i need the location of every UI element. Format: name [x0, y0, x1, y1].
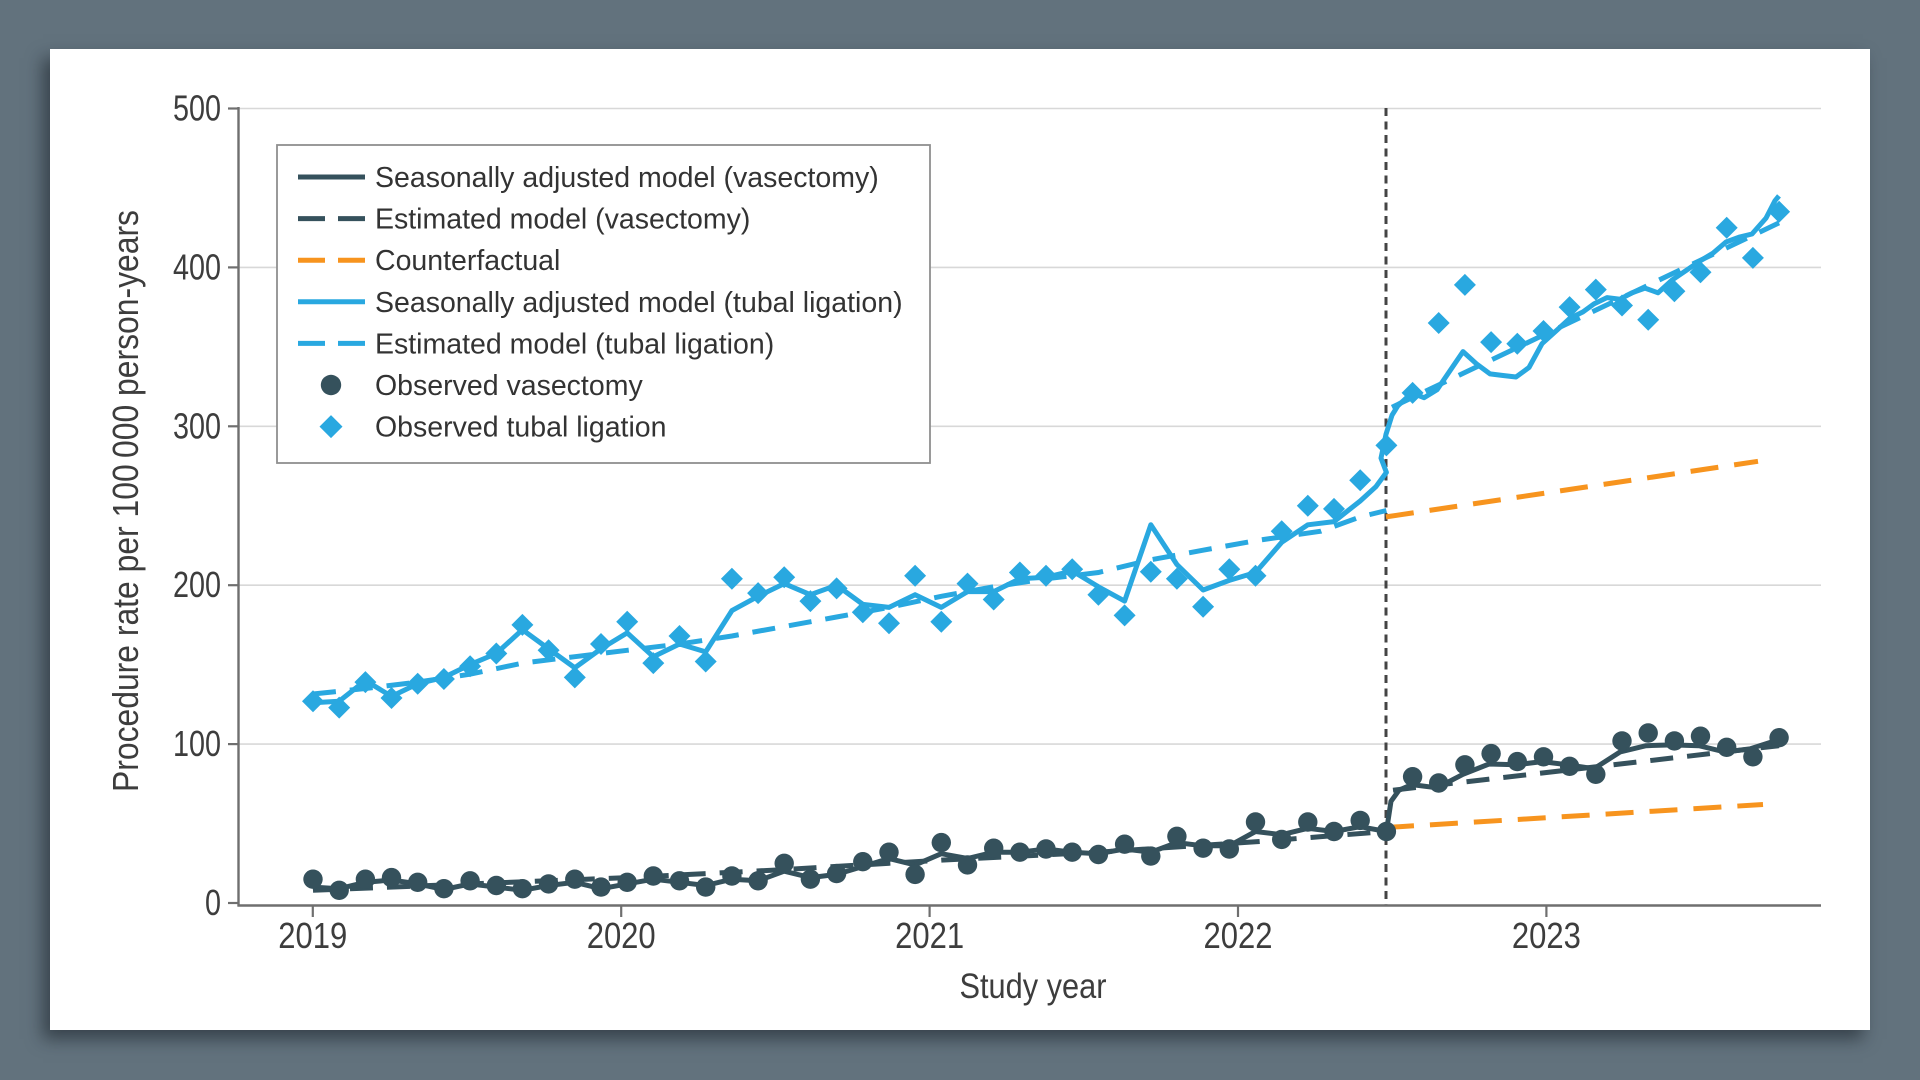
svg-text:0: 0 — [205, 882, 221, 923]
svg-text:Observed tubal ligation: Observed tubal ligation — [375, 412, 667, 444]
svg-text:300: 300 — [173, 405, 221, 446]
svg-text:2021: 2021 — [895, 915, 964, 956]
svg-text:Estimated model (vasectomy): Estimated model (vasectomy) — [375, 204, 750, 236]
svg-text:Seasonally adjusted model (tub: Seasonally adjusted model (tubal ligatio… — [375, 287, 903, 319]
svg-text:Procedure rate per 100 000 per: Procedure rate per 100 000 person-years — [105, 210, 146, 792]
svg-text:2019: 2019 — [278, 915, 347, 956]
svg-text:500: 500 — [173, 88, 221, 129]
svg-text:Study year: Study year — [960, 967, 1107, 1006]
svg-text:Observed vasectomy: Observed vasectomy — [375, 370, 643, 402]
svg-text:200: 200 — [173, 564, 221, 605]
svg-text:2020: 2020 — [587, 915, 656, 956]
svg-text:Counterfactual: Counterfactual — [375, 245, 560, 277]
svg-text:2023: 2023 — [1512, 915, 1581, 956]
svg-text:400: 400 — [173, 246, 221, 287]
svg-text:Estimated model (tubal ligatio: Estimated model (tubal ligation) — [375, 328, 774, 360]
svg-text:2022: 2022 — [1204, 915, 1273, 956]
svg-text:Seasonally adjusted model (vas: Seasonally adjusted model (vasectomy) — [375, 162, 879, 194]
svg-text:100: 100 — [173, 723, 221, 764]
